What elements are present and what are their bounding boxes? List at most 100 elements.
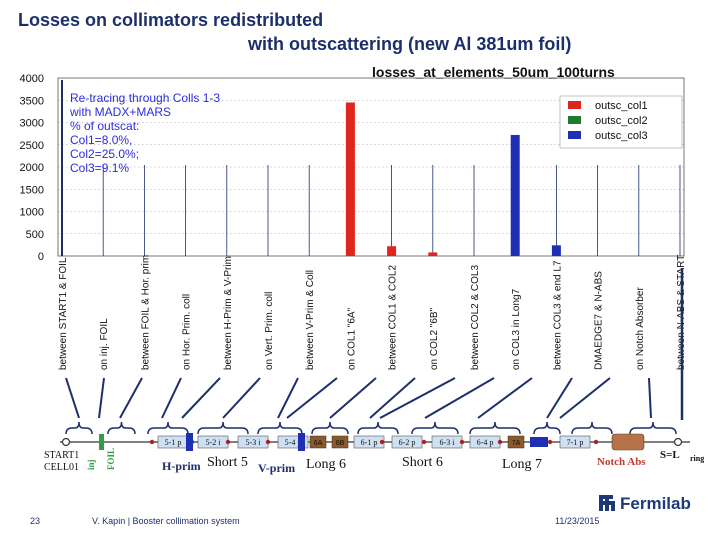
- long6-label: Long 6: [306, 457, 346, 472]
- brace: [357, 421, 399, 435]
- notch-absorber-element: [611, 433, 645, 451]
- annotation-line: % of outscat:: [70, 119, 139, 133]
- bar-outsc_col3: [551, 245, 561, 256]
- x-category-label: on COL2 "6B": [429, 307, 440, 370]
- brace: [197, 421, 249, 435]
- pointer-arrow: [286, 377, 338, 419]
- inj-label: inj: [86, 459, 96, 470]
- fermilab-logo: Fermilab: [598, 492, 708, 514]
- quad-label: 7-1 p: [567, 438, 584, 447]
- start-marker: [61, 437, 71, 447]
- x-category-label: on Notch Absorber: [635, 287, 646, 370]
- corrector-dot: [593, 439, 599, 445]
- corrector-dot: [379, 439, 385, 445]
- pointer-arrow: [559, 377, 611, 419]
- pointer-arrow: [648, 377, 652, 419]
- quad-label: 5-2 i: [206, 438, 222, 447]
- corrector-dot: [497, 439, 503, 445]
- brace: [533, 421, 561, 435]
- quad-label: 6-3 i: [440, 438, 456, 447]
- pointer-arrow: [65, 377, 80, 419]
- legend-swatch: [568, 101, 581, 109]
- quad-label: 5-4 p: [285, 438, 302, 447]
- footer-author: V. Kapin | Booster collimation system: [92, 516, 240, 526]
- pointer-arrow: [477, 377, 533, 419]
- x-category-label: between START1 & FOIL: [58, 257, 69, 370]
- brace: [469, 421, 521, 435]
- quad-label: 5-3 i: [246, 438, 262, 447]
- pointer-arrow: [379, 377, 456, 419]
- legend-swatch: [568, 116, 581, 124]
- brace: [65, 421, 93, 435]
- pointer-arrow: [119, 377, 143, 419]
- collimator-label: 6B: [336, 440, 345, 447]
- annotation-line: Col3=9.1%: [70, 161, 129, 175]
- legend-label: outsc_col2: [595, 115, 648, 127]
- x-category-label: on Hor. Prim. coll: [182, 294, 193, 370]
- quad-label: 5-1 p: [165, 438, 182, 447]
- quad-label: 6-1 p: [361, 438, 378, 447]
- hprim-label: H-prim: [162, 459, 201, 473]
- x-category-label: on COL3 in Long7: [511, 288, 522, 370]
- start-label: START1: [44, 450, 79, 461]
- notch-label: Notch Abs: [597, 456, 646, 468]
- pointer-arrow: [222, 377, 261, 419]
- x-category-label: between COL3 & end L7: [552, 260, 563, 370]
- vprim-label: V-prim: [258, 461, 295, 475]
- bar-outsc_col1: [345, 102, 355, 256]
- pointer-arrow: [329, 377, 377, 419]
- y-tick-label: 1500: [20, 184, 44, 196]
- annotation-line: Re-tracing through Colls 1-3: [70, 91, 220, 105]
- pointer-arrow: [546, 377, 573, 419]
- brace: [147, 421, 189, 435]
- end-sub-label: ring: [690, 454, 704, 463]
- hprim-element: [186, 433, 193, 451]
- short5-label: Short 5: [207, 455, 248, 470]
- title-line-1: Losses on collimators redistributed: [18, 10, 324, 30]
- corrector-dot: [225, 439, 231, 445]
- cell-label: CELL01: [44, 462, 79, 473]
- end-label: S=L: [660, 449, 680, 461]
- end-marker: [673, 437, 683, 447]
- vprim-element: [298, 433, 305, 451]
- brace: [571, 421, 613, 435]
- logo-text: Fermilab: [620, 494, 691, 513]
- y-tick-label: 1000: [20, 207, 44, 219]
- pointer-arrow: [98, 377, 105, 419]
- x-category-label: between V-Prim & Coll: [305, 270, 316, 370]
- legend-label: outsc_col1: [595, 100, 648, 112]
- annotation-line: with MADX+MARS: [69, 105, 171, 119]
- y-tick-label: 2500: [20, 140, 44, 152]
- bar-outsc_col1: [428, 252, 438, 256]
- foil-element: [99, 434, 104, 450]
- brace: [311, 421, 349, 435]
- x-category-label: between H-Prim & V-Prim: [223, 256, 234, 370]
- collimator-element: [309, 435, 327, 449]
- collimator-label: 6A: [314, 440, 323, 447]
- collimator-label: 7A: [512, 440, 521, 447]
- quad-label: 6-2 p: [399, 438, 416, 447]
- lattice-diagram: inj FOIL 5-1 p 5-2 i 5-3 i 5-4 p 6-1 p 6-2 p 6-3…: [44, 268, 704, 475]
- brace: [629, 421, 677, 435]
- pointer-arrow: [277, 377, 299, 419]
- brace: [107, 421, 136, 435]
- bar-outsc_col3: [510, 134, 520, 256]
- y-tick-label: 3000: [20, 118, 44, 130]
- y-tick-label: 4000: [20, 73, 44, 85]
- long7-label: Long 7: [502, 457, 542, 472]
- collimator-element: [507, 435, 525, 449]
- dmaedge-element: [530, 437, 548, 447]
- pointer-arrow: [369, 377, 416, 419]
- bar-outsc_col1: [387, 246, 397, 256]
- x-category-label: between FOIL & Hor. prim: [140, 255, 151, 370]
- x-category-label: between COL2 & COL3: [470, 265, 481, 370]
- x-category-label: on Vert. Prim. coll: [264, 292, 275, 370]
- x-category-label: on inj. FOIL: [99, 318, 110, 370]
- y-tick-label: 2000: [20, 162, 44, 174]
- annotation-line: Col1=8.0%,: [70, 133, 132, 147]
- slide-title: Losses on collimators redistributed with…: [18, 8, 708, 56]
- footer-date: 11/23/2015: [555, 516, 600, 526]
- collimator-element: [331, 435, 349, 449]
- pointer-arrow: [424, 377, 495, 419]
- x-category-label: DMAEDGE7 & N-ABS: [594, 271, 605, 370]
